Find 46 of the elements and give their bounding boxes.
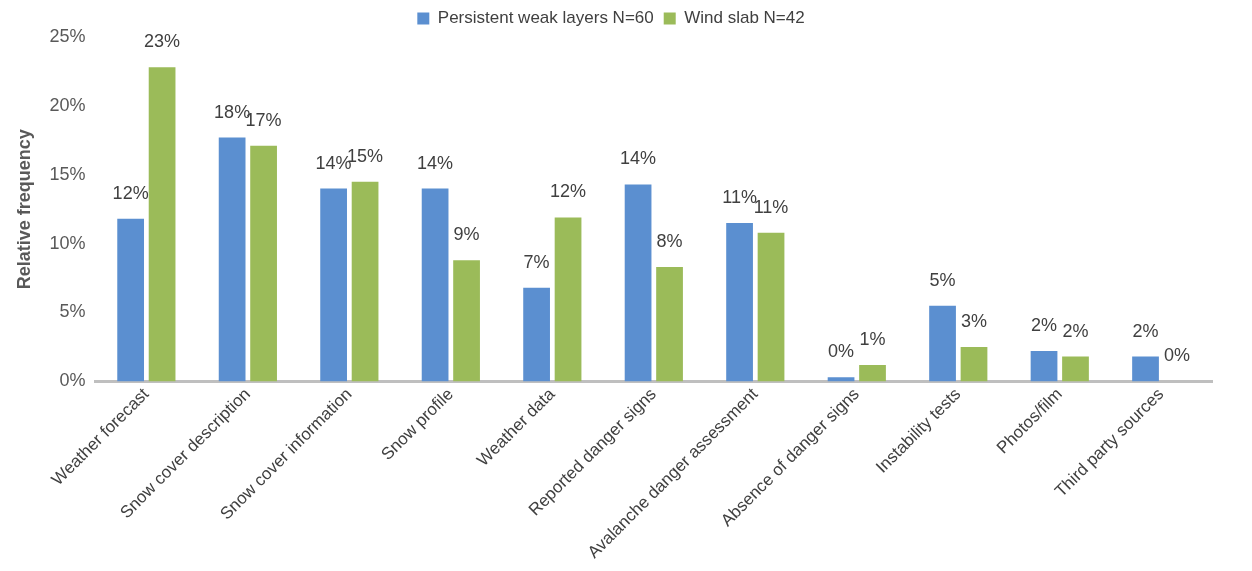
data-label: 2% — [1132, 320, 1159, 341]
data-label: 9% — [453, 224, 480, 245]
data-label: 7% — [523, 251, 550, 272]
bar — [117, 218, 145, 382]
bar — [656, 267, 683, 382]
data-label: 2% — [1031, 315, 1058, 336]
bar — [523, 287, 550, 382]
legend-label: Wind slab N=42 — [684, 8, 805, 28]
bar — [320, 188, 347, 382]
data-label: 12% — [112, 182, 149, 203]
bar — [351, 181, 379, 382]
data-label: 5% — [929, 269, 956, 290]
y-tick-label: 20% — [49, 94, 86, 115]
bar — [929, 305, 956, 382]
y-tick-label: 10% — [49, 232, 86, 253]
legend-label: Persistent weak layers N=60 — [437, 8, 654, 28]
data-label: 0% — [1163, 345, 1190, 366]
y-tick-label: 15% — [49, 163, 86, 184]
data-label: 23% — [144, 31, 181, 52]
bar — [1062, 356, 1089, 382]
data-label: 14% — [417, 152, 454, 173]
y-tick-label: 25% — [49, 25, 86, 46]
bar — [1030, 351, 1058, 382]
y-tick-label: 5% — [59, 301, 86, 322]
bar — [1132, 356, 1159, 382]
data-label: 1% — [859, 328, 886, 349]
bar — [453, 260, 480, 382]
bar — [859, 364, 886, 382]
bar — [960, 346, 988, 382]
data-label: 8% — [656, 231, 683, 252]
bar — [421, 188, 449, 382]
data-label: 12% — [550, 181, 587, 202]
bar — [757, 232, 785, 382]
data-label: 2% — [1062, 320, 1089, 341]
bar — [148, 67, 176, 382]
data-label: 14% — [620, 148, 657, 169]
bar — [624, 184, 652, 382]
bar — [250, 145, 277, 382]
bar — [827, 377, 855, 382]
y-tick-label: 0% — [59, 370, 86, 391]
data-label: 3% — [961, 310, 988, 331]
data-label: 0% — [828, 341, 855, 362]
bar — [218, 137, 246, 382]
y-axis-title: Relative frequency — [13, 129, 34, 290]
bar — [554, 217, 582, 382]
bar — [726, 222, 753, 382]
